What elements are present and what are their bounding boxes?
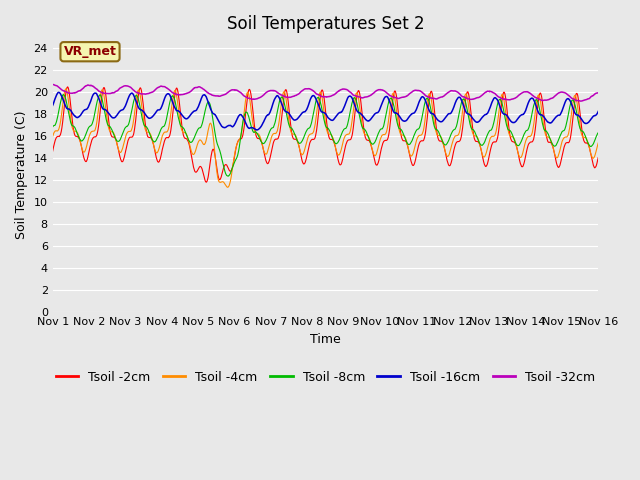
Y-axis label: Soil Temperature (C): Soil Temperature (C) [15,110,28,239]
Legend: Tsoil -2cm, Tsoil -4cm, Tsoil -8cm, Tsoil -16cm, Tsoil -32cm: Tsoil -2cm, Tsoil -4cm, Tsoil -8cm, Tsoi… [51,366,600,389]
Text: VR_met: VR_met [63,45,116,58]
Title: Soil Temperatures Set 2: Soil Temperatures Set 2 [227,15,424,33]
X-axis label: Time: Time [310,333,341,346]
